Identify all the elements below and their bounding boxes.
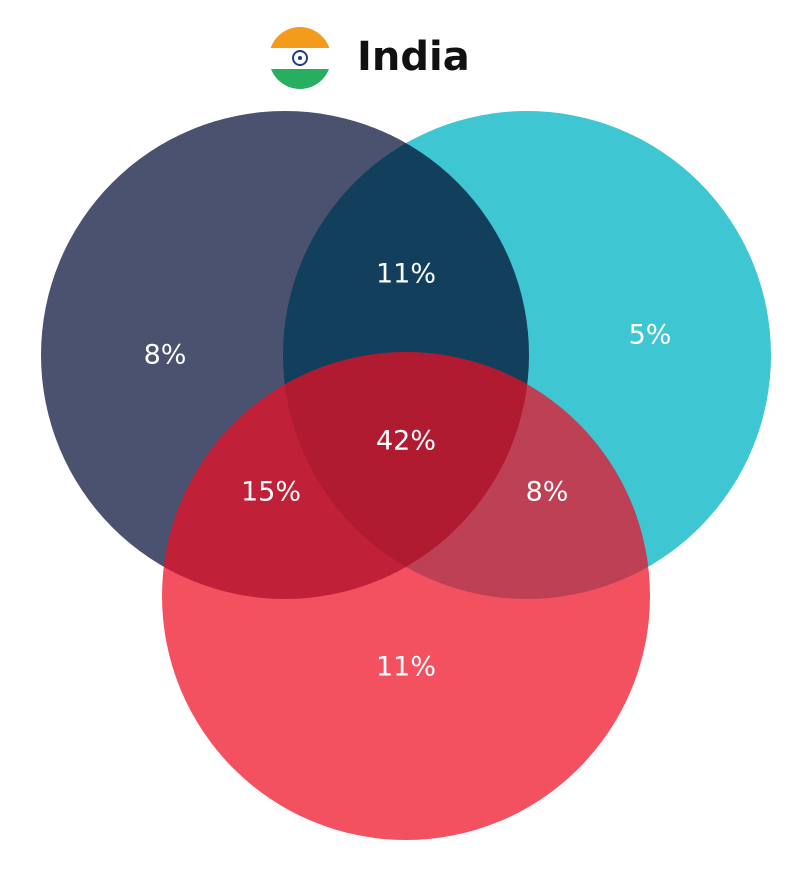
venn xyxy=(41,111,771,840)
region-label: 8% xyxy=(526,477,569,508)
region-label: 11% xyxy=(376,652,436,683)
flag xyxy=(269,27,331,89)
venn-circle xyxy=(162,352,650,840)
region-label: 42% xyxy=(376,426,436,457)
region-label: 8% xyxy=(144,340,187,371)
region-label: 5% xyxy=(629,320,672,351)
chart-title: India xyxy=(357,34,470,80)
region-label: 15% xyxy=(241,477,301,508)
region-label: 11% xyxy=(376,259,436,290)
